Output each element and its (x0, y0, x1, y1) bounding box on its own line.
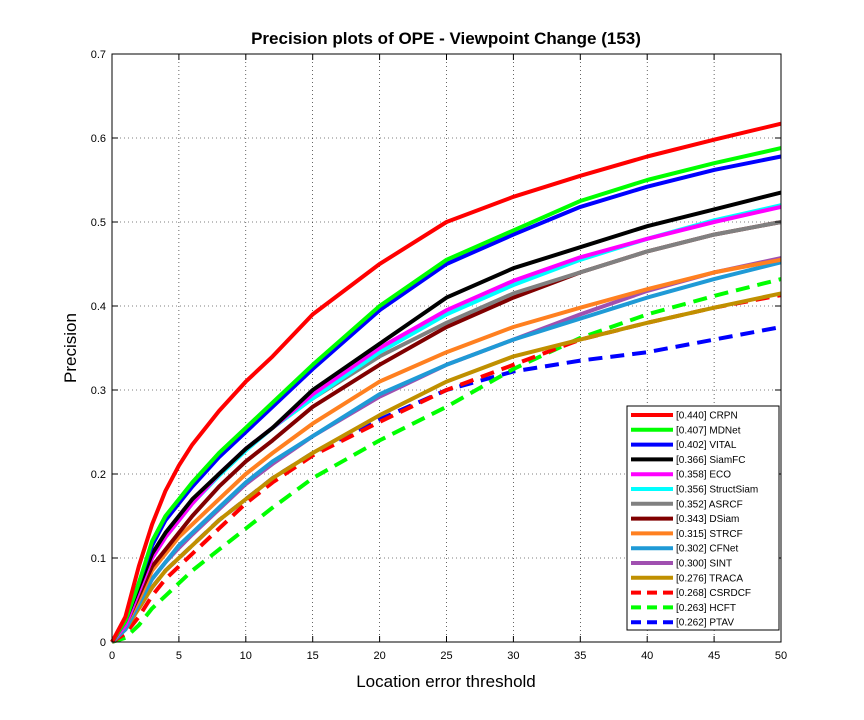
series-line (110, 260, 782, 644)
x-axis-label: Location error threshold (356, 672, 536, 691)
legend-label: [0.358] ECO (676, 470, 731, 481)
y-tick-label: 0.5 (91, 217, 106, 229)
legend-label: [0.352] ASRCF (676, 499, 743, 510)
x-tick-label: 10 (240, 650, 252, 662)
y-tick-label: 0.3 (91, 385, 106, 397)
series-line (110, 325, 782, 644)
legend-items: [0.440] CRPN [0.407] MDNet [0.402] VITAL [0… (631, 411, 758, 629)
series-line (110, 146, 782, 644)
series-line (110, 291, 782, 644)
legend-label: [0.440] CRPN (676, 411, 738, 422)
x-tick-label: 35 (574, 650, 586, 662)
legend-label: [0.263] HCFT (676, 603, 736, 614)
series-line (110, 121, 782, 643)
y-tick-label: 0.4 (91, 301, 106, 313)
series-line (110, 190, 782, 644)
series-lines (110, 121, 782, 644)
y-tick-label: 0.1 (91, 553, 106, 565)
axis-ticks: 0 5 10 15 20 25 30 35 40 45 50 0 0.1 0.2 0.3 0.4 0.5 0.6 0… (91, 49, 787, 662)
x-tick-label: 0 (109, 650, 115, 662)
legend-label: [0.366] SiamFC (676, 455, 745, 466)
legend-label: [0.300] SINT (676, 559, 732, 570)
legend-label: [0.402] VITAL (676, 440, 737, 451)
x-tick-label: 40 (641, 650, 653, 662)
x-tick-label: 15 (307, 650, 319, 662)
legend-label: [0.407] MDNet (676, 425, 741, 436)
y-tick-label: 0.7 (91, 49, 106, 61)
legend: [0.440] CRPN [0.407] MDNet [0.402] VITAL [0… (626, 405, 780, 631)
x-tick-label: 30 (507, 650, 519, 662)
legend-label: [0.276] TRACA (676, 573, 743, 584)
legend-label: [0.343] DSiam (676, 514, 739, 525)
legend-label: [0.262] PTAV (676, 618, 734, 629)
chart-title: Precision plots of OPE - Viewpoint Chang… (251, 29, 641, 48)
x-tick-label: 50 (775, 650, 787, 662)
y-tick-label: 0.2 (91, 469, 106, 481)
y-tick-label: 0.6 (91, 133, 106, 145)
legend-label: [0.315] STRCF (676, 529, 743, 540)
x-tick-label: 20 (373, 650, 385, 662)
legend-label: [0.268] CSRDCF (676, 588, 751, 599)
y-axis-label: Precision (61, 313, 80, 383)
series-line (111, 277, 782, 644)
y-tick-label: 0 (100, 637, 106, 649)
x-tick-label: 45 (708, 650, 720, 662)
x-tick-label: 25 (440, 650, 452, 662)
legend-label: [0.302] CFNet (676, 544, 738, 555)
x-tick-label: 5 (176, 650, 182, 662)
legend-label: [0.356] StructSiam (676, 485, 758, 496)
